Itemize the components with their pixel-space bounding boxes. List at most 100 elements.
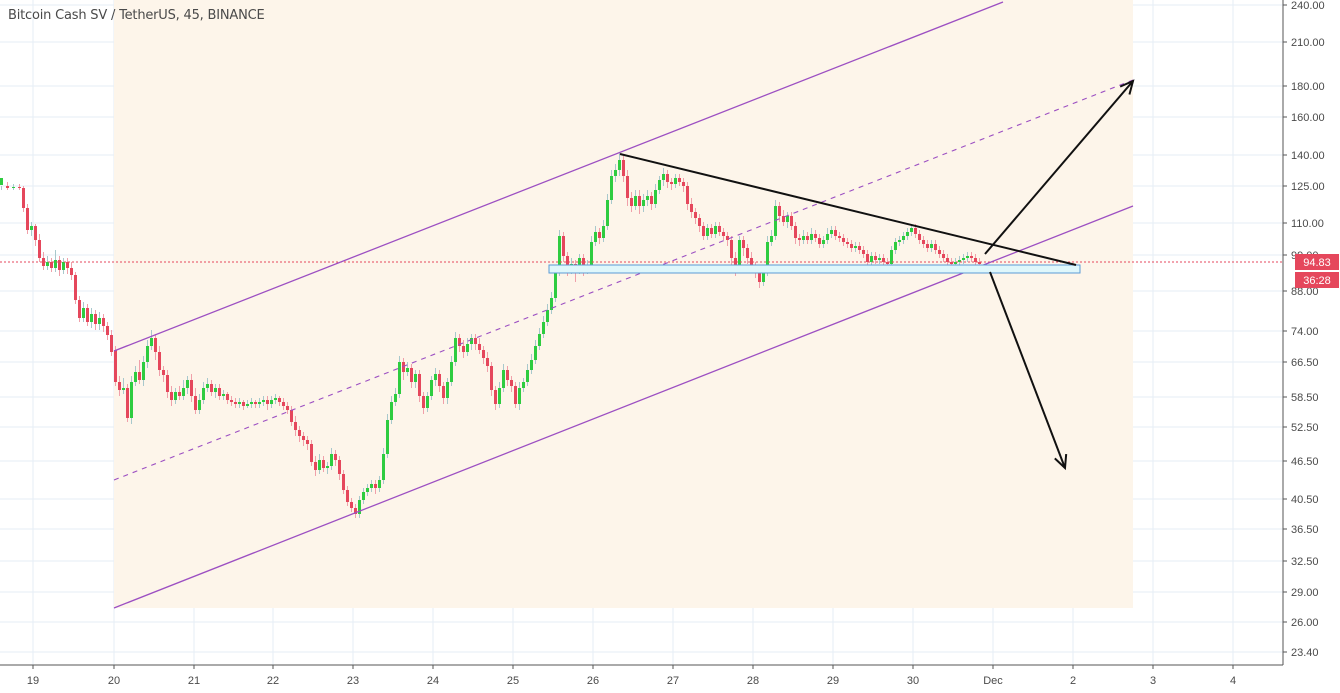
descending-trendline[interactable] — [619, 153, 1077, 266]
candle-body — [182, 388, 185, 396]
candle-body — [566, 256, 569, 270]
candle-body — [254, 402, 257, 404]
price-label: 210.00 — [1291, 37, 1325, 49]
candle-body — [434, 374, 437, 380]
candle-body — [658, 180, 661, 190]
candle-body — [266, 400, 269, 404]
candle-body — [762, 272, 765, 282]
candle-body — [442, 386, 445, 398]
time-label: 2 — [1070, 675, 1076, 687]
price-label: 26.00 — [1291, 617, 1319, 629]
candle-body — [62, 262, 65, 270]
candle-body — [750, 258, 753, 266]
candle-body — [318, 460, 321, 470]
candle-body — [550, 298, 553, 310]
time-label: 27 — [667, 675, 679, 687]
arrow-up-icon[interactable] — [984, 79, 1135, 255]
channel-mid-line[interactable] — [113, 79, 1134, 481]
candle-body — [414, 374, 417, 382]
candle-body — [94, 314, 97, 324]
candle-body — [354, 508, 357, 514]
candle-body — [810, 234, 813, 240]
candle-body — [454, 338, 457, 362]
arrow-shaft — [984, 80, 1134, 255]
candle-body — [938, 250, 941, 254]
candlestick-series — [0, 152, 981, 518]
candle-body — [646, 196, 649, 200]
candle-body — [782, 216, 785, 222]
candle-body — [954, 262, 957, 264]
candle-body — [90, 314, 93, 322]
candle-body — [826, 234, 829, 240]
price-badges: 94.83 36:28 — [1295, 254, 1339, 288]
channel-upper-line[interactable] — [113, 1, 1004, 352]
candle-body — [666, 174, 669, 182]
candle-body — [438, 374, 441, 386]
candle-body — [114, 350, 117, 382]
candle-body — [190, 380, 193, 396]
candle-body — [22, 188, 25, 208]
candle-body — [630, 198, 633, 206]
candle-body — [930, 244, 933, 248]
candle-body — [926, 244, 929, 248]
price-label: 160.00 — [1291, 112, 1325, 124]
candle-body — [914, 228, 917, 234]
candle-body — [530, 360, 533, 370]
candle-body — [582, 258, 585, 270]
candle-body — [946, 258, 949, 262]
candle-body — [714, 226, 717, 234]
time-label: 30 — [907, 675, 919, 687]
candle-body — [690, 204, 693, 212]
candle-body — [890, 250, 893, 264]
candle-body — [30, 226, 33, 230]
candle-body — [218, 388, 221, 396]
candle-body — [138, 372, 141, 380]
candle-body — [626, 176, 629, 198]
price-label: 110.00 — [1291, 218, 1324, 230]
countdown-value: 36:28 — [1303, 275, 1331, 287]
candle-body — [418, 374, 421, 396]
candle-body — [638, 196, 641, 206]
candle-body — [134, 372, 137, 382]
candle-body — [514, 386, 517, 404]
candle-body — [222, 394, 225, 396]
candle-body — [950, 262, 953, 264]
candle-body — [12, 187, 15, 188]
candle-body — [390, 402, 393, 420]
candle-body — [842, 238, 845, 242]
candle-body — [58, 260, 61, 270]
candle-body — [206, 384, 209, 388]
candle-body — [0, 178, 3, 185]
time-label: 24 — [427, 675, 439, 687]
candle-body — [270, 400, 273, 404]
candle-body — [102, 318, 105, 326]
candle-body — [874, 256, 877, 260]
support-zone-box[interactable] — [548, 264, 1081, 274]
candle-body — [886, 262, 889, 264]
candle-body — [742, 240, 745, 248]
candle-body — [542, 322, 545, 334]
candle-body — [706, 228, 709, 236]
price-label: 40.50 — [1291, 494, 1319, 506]
candle-body — [846, 242, 849, 244]
candle-body — [458, 338, 461, 346]
candle-body — [498, 388, 501, 404]
candle-body — [786, 216, 789, 222]
price-axis[interactable]: 240.00 210.00 180.00 160.00 140.00 125.00 110.… — [1282, 0, 1325, 665]
candle-body — [166, 375, 169, 392]
candle-body — [402, 362, 405, 372]
arrow-down-icon[interactable] — [989, 271, 1068, 471]
candle-body — [446, 382, 449, 398]
candle-body — [6, 186, 9, 188]
candle-body — [370, 484, 373, 488]
candle-body — [966, 256, 969, 258]
candle-body — [290, 410, 293, 422]
candle-body — [738, 240, 741, 266]
candle-body — [170, 392, 173, 400]
candle-body — [726, 236, 729, 240]
candle-body — [194, 396, 197, 410]
candle-body — [86, 308, 89, 322]
candle-body — [126, 388, 129, 418]
time-axis[interactable]: 19 20 21 22 23 24 25 26 27 28 29 30 Dec 2 3 4 — [0, 664, 1283, 687]
